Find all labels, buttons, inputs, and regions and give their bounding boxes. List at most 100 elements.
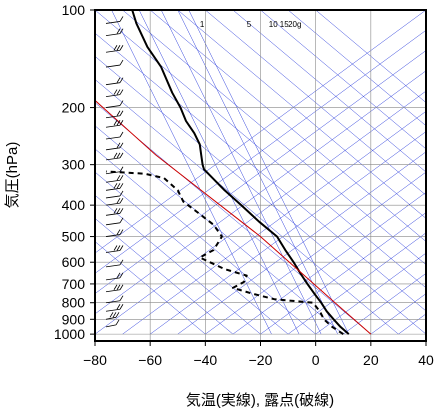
- isotherm-line: [205, 171, 426, 335]
- mixing-ratio-line: [177, 10, 338, 335]
- y-tick-label: 500: [62, 229, 86, 245]
- x-tick-label: −40: [193, 352, 217, 368]
- barb-flag: [113, 183, 118, 189]
- wind-barb: [105, 217, 124, 226]
- wind-barb: [105, 16, 124, 24]
- x-tick-label: −80: [83, 352, 107, 368]
- adiabat-line: [205, 10, 426, 196]
- wind-barb: [105, 183, 124, 191]
- barb-staff: [105, 316, 117, 320]
- y-tick-label: 200: [62, 100, 86, 116]
- barb-staff: [105, 195, 121, 199]
- barb-flag: [119, 304, 124, 310]
- y-tick-label: 800: [62, 295, 86, 311]
- barb-flag: [116, 272, 121, 279]
- wind-barb: [105, 110, 124, 119]
- adiabat-line: [95, 148, 316, 335]
- x-tick-label: −60: [138, 352, 162, 368]
- x-tick-label: 20: [363, 352, 379, 368]
- isotherm-line: [95, 90, 426, 335]
- y-tick-label: 600: [62, 254, 86, 270]
- adiabat-line: [260, 10, 426, 150]
- barb-flag: [119, 152, 124, 159]
- barb-flag: [113, 45, 118, 51]
- barb-flag: [119, 259, 124, 266]
- barb-staff: [105, 202, 121, 206]
- barb-staff: [105, 171, 121, 175]
- mixing-ratio-label: 20g: [288, 20, 301, 29]
- barb-flag: [119, 190, 124, 197]
- adiabat-line: [287, 10, 426, 127]
- wind-barb: [105, 259, 124, 268]
- barb-flag: [116, 152, 121, 159]
- isotherm-line: [343, 273, 426, 335]
- adiabat-line: [122, 10, 426, 266]
- barb-flag: [116, 142, 121, 149]
- barb-flag: [119, 229, 124, 235]
- barb-flag: [119, 272, 124, 279]
- isotherm-line: [315, 252, 426, 335]
- barb-flag: [115, 319, 120, 326]
- isotherm-line: [398, 313, 426, 335]
- wind-barb: [105, 152, 124, 161]
- wind-barb: [105, 166, 124, 175]
- barb-flag: [115, 312, 120, 318]
- wind-barb: [105, 77, 124, 86]
- wind-barb: [105, 245, 124, 253]
- barb-flag: [116, 245, 121, 251]
- wind-barb: [105, 131, 124, 140]
- barb-flag: [113, 152, 118, 159]
- barb-staff: [105, 300, 121, 304]
- wind-barb: [105, 59, 124, 68]
- barb-staff: [105, 250, 121, 253]
- barb-flag: [116, 284, 121, 290]
- wind-barb: [105, 142, 124, 151]
- barb-staff: [105, 264, 121, 268]
- adiabat-line: [95, 125, 344, 335]
- wind-barb: [105, 45, 124, 53]
- barb-flag: [113, 245, 118, 251]
- mixing-ratio-label: 1: [200, 20, 205, 29]
- barb-flag: [119, 208, 124, 214]
- x-tick-label: 40: [418, 352, 434, 368]
- wind-barb: [105, 312, 120, 320]
- barb-staff: [105, 115, 121, 119]
- barb-flag: [116, 183, 121, 189]
- adiabat-line: [95, 171, 289, 335]
- barb-staff: [105, 136, 121, 140]
- temperature-line: [131, 10, 350, 335]
- adiabat-line: [95, 55, 426, 335]
- y-tick-label: 1000: [54, 326, 85, 342]
- y-tick-label: 900: [62, 311, 86, 327]
- isotherm-line: [260, 212, 426, 335]
- barb-flag: [116, 304, 121, 310]
- barb-flag: [116, 89, 121, 95]
- adiabat-line: [95, 194, 261, 335]
- mixing-ratio-labels: 1 5 10 15 20g: [200, 20, 302, 29]
- x-axis-title: 気温(実線), 露点(破線): [186, 392, 334, 409]
- barb-flag: [119, 142, 124, 149]
- barb-flag: [119, 295, 124, 301]
- wind-barb: [105, 89, 124, 97]
- barb-staff: [105, 187, 121, 191]
- isotherm-line: [150, 131, 426, 335]
- barb-flag: [119, 120, 124, 126]
- barb-staff: [105, 277, 121, 281]
- barb-flag: [116, 110, 121, 116]
- barb-staff: [105, 33, 121, 37]
- barb-staff: [105, 105, 121, 108]
- wind-barb: [105, 100, 124, 108]
- barb-flag: [119, 197, 124, 204]
- barb-flag: [116, 208, 121, 214]
- adiabat-line: [315, 10, 426, 103]
- x-tick-label: −20: [249, 352, 273, 368]
- isotherm-line: [287, 232, 426, 335]
- barb-staff: [105, 49, 121, 53]
- gridlines: [94, 9, 427, 341]
- barb-flag: [116, 197, 121, 204]
- barb-flag: [119, 59, 124, 66]
- adiabat-line: [95, 218, 234, 335]
- barb-flag: [119, 166, 124, 172]
- x-tick-label: 0: [312, 352, 320, 368]
